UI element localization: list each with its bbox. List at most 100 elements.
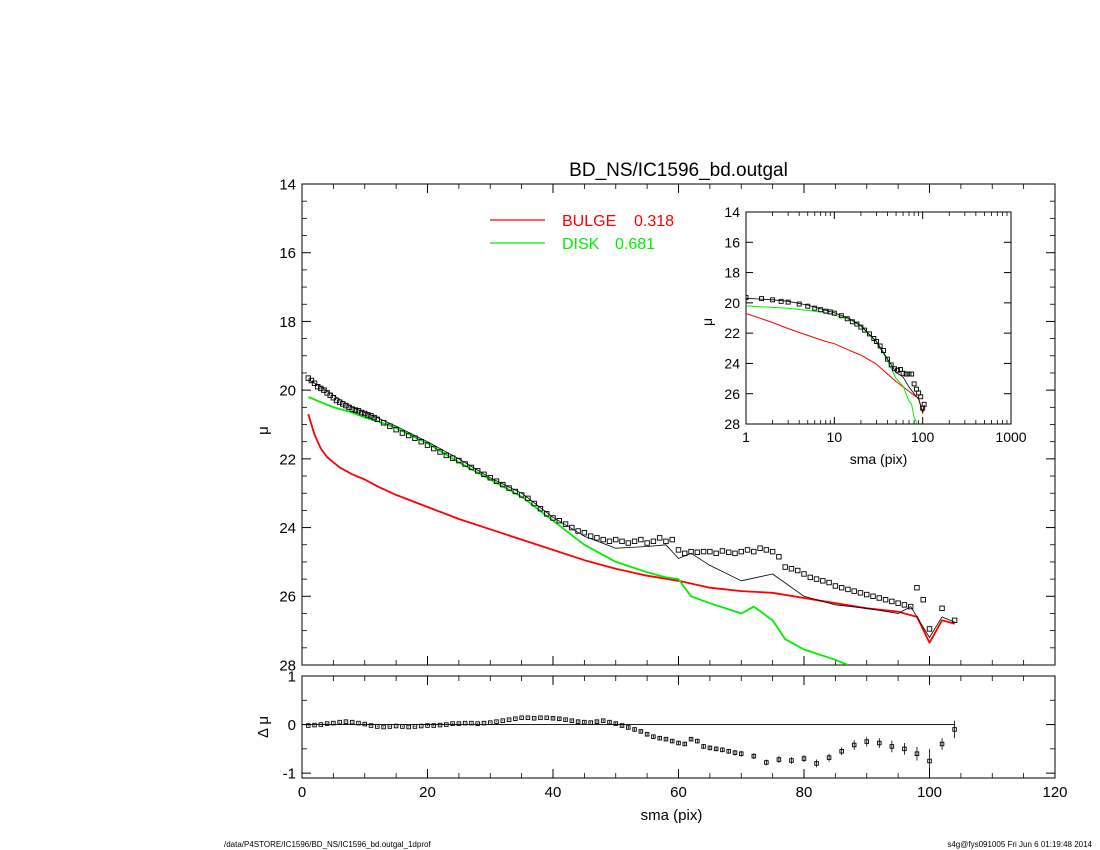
- main-data-point: [600, 536, 606, 543]
- main-data-point: [688, 548, 694, 555]
- main-data-point: [393, 426, 399, 433]
- main-data-point: [788, 566, 795, 572]
- inset-y-tick-label: 28: [724, 416, 740, 432]
- inset-data-point: [909, 371, 915, 377]
- residual-data-point: [927, 758, 932, 764]
- main-data-point: [581, 530, 588, 536]
- residual-data-point: [318, 722, 324, 727]
- main-data-point: [656, 535, 663, 541]
- main-data-point: [726, 549, 732, 556]
- residual-data-point: [306, 723, 311, 728]
- residual-data-point: [469, 720, 474, 726]
- main-data-point: [562, 521, 569, 527]
- inset-data-point: [818, 307, 824, 313]
- main-data-point: [826, 579, 832, 586]
- inset-y-tick-label: 26: [724, 386, 740, 402]
- main-data-point: [493, 478, 500, 484]
- residual-data-point: [613, 721, 619, 726]
- main-data-point: [340, 401, 346, 407]
- main-data-point: [330, 395, 337, 401]
- main-data-point: [311, 380, 318, 386]
- residual-data-point: [450, 721, 455, 726]
- inset-x-tick-label: 1: [742, 429, 750, 445]
- residual-data-point: [494, 719, 499, 724]
- residual-data-point: [481, 720, 487, 726]
- main-data-point: [358, 409, 365, 416]
- residual-x-axis-label: sma (pix): [641, 807, 703, 824]
- residual-data-point: [575, 719, 581, 724]
- residual-data-point: [387, 724, 393, 729]
- main-data-point: [782, 564, 788, 570]
- main-data-point: [443, 452, 450, 459]
- main-data-point: [537, 505, 544, 512]
- main-y-tick-label: 18: [279, 314, 296, 331]
- residual-x-tick-label: 20: [419, 784, 436, 801]
- main-data-point: [926, 626, 933, 632]
- main-y-tick-label: 22: [279, 451, 296, 468]
- main-data-point: [431, 445, 437, 452]
- main-bulge-line: [307, 413, 955, 644]
- main-data-point: [719, 548, 726, 554]
- main-data-point: [346, 404, 352, 411]
- footer-file-path: /data/P4STORE/IC1596/BD_NS/IC1596_bd.out…: [224, 840, 431, 849]
- inset-y-tick-label: 24: [724, 355, 740, 371]
- inset-data-point: [805, 303, 811, 309]
- main-data-point: [700, 548, 707, 555]
- residual-data-point: [801, 756, 807, 761]
- inset-data-point: [823, 308, 829, 314]
- main-data-point: [650, 538, 657, 545]
- residual-x-tick-label: 100: [917, 784, 942, 801]
- residual-data-point: [431, 723, 437, 728]
- residual-data-point: [525, 715, 531, 721]
- residual-data-point: [713, 746, 719, 752]
- main-data-point: [619, 538, 625, 545]
- main-data-point: [838, 584, 845, 591]
- main-data-point: [889, 598, 895, 605]
- legend-label-bulge: BULGE: [562, 213, 616, 230]
- residual-data-point: [914, 751, 920, 756]
- main-data-point: [795, 567, 801, 574]
- main-y-tick-label: 16: [279, 245, 296, 262]
- footer-user-timestamp: s4g@fys091005 Fri Jun 6 01:19:48 2014: [947, 840, 1092, 849]
- residual-data-point: [418, 723, 424, 729]
- residual-y-axis-label: Δ μ: [255, 716, 272, 738]
- residual-data-point: [500, 718, 506, 723]
- main-data-point: [713, 550, 719, 557]
- residual-data-point: [720, 747, 725, 753]
- residual-data-point: [582, 719, 587, 725]
- residual-data-point: [864, 739, 870, 744]
- residual-data-point: [349, 719, 355, 725]
- inset-data-point: [871, 335, 877, 341]
- inset-data-point: [849, 319, 855, 325]
- main-data-point: [349, 406, 355, 412]
- main-data-point: [895, 600, 901, 606]
- main-data-point: [901, 602, 908, 608]
- inset-data-point: [877, 343, 883, 349]
- residual-data-point: [444, 722, 449, 727]
- residual-data-point: [437, 722, 443, 728]
- main-data-point: [951, 617, 958, 624]
- residual-data-point: [676, 740, 681, 746]
- residual-data-point: [657, 735, 662, 741]
- main-data-point: [314, 384, 321, 390]
- main-data-point: [882, 597, 889, 603]
- residual-data-point: [939, 741, 945, 747]
- main-data-point: [569, 524, 575, 531]
- main-data-point: [412, 435, 418, 441]
- inset-disk-line: [746, 305, 918, 424]
- inset-data-point: [778, 298, 784, 304]
- inset-data-point: [844, 316, 850, 322]
- residual-data-point: [952, 727, 957, 732]
- inset-data-point: [770, 297, 776, 303]
- main-data-point: [939, 605, 945, 612]
- main-data-point: [418, 438, 424, 445]
- residual-x-tick-label: 60: [670, 784, 687, 801]
- main-data-point: [832, 583, 839, 589]
- inset-frame: [745, 211, 1012, 425]
- main-data-point: [437, 449, 443, 455]
- main-data-point: [468, 464, 475, 471]
- inset-data-point: [858, 324, 864, 330]
- main-data-point: [820, 578, 826, 584]
- inset-data-point: [812, 305, 818, 311]
